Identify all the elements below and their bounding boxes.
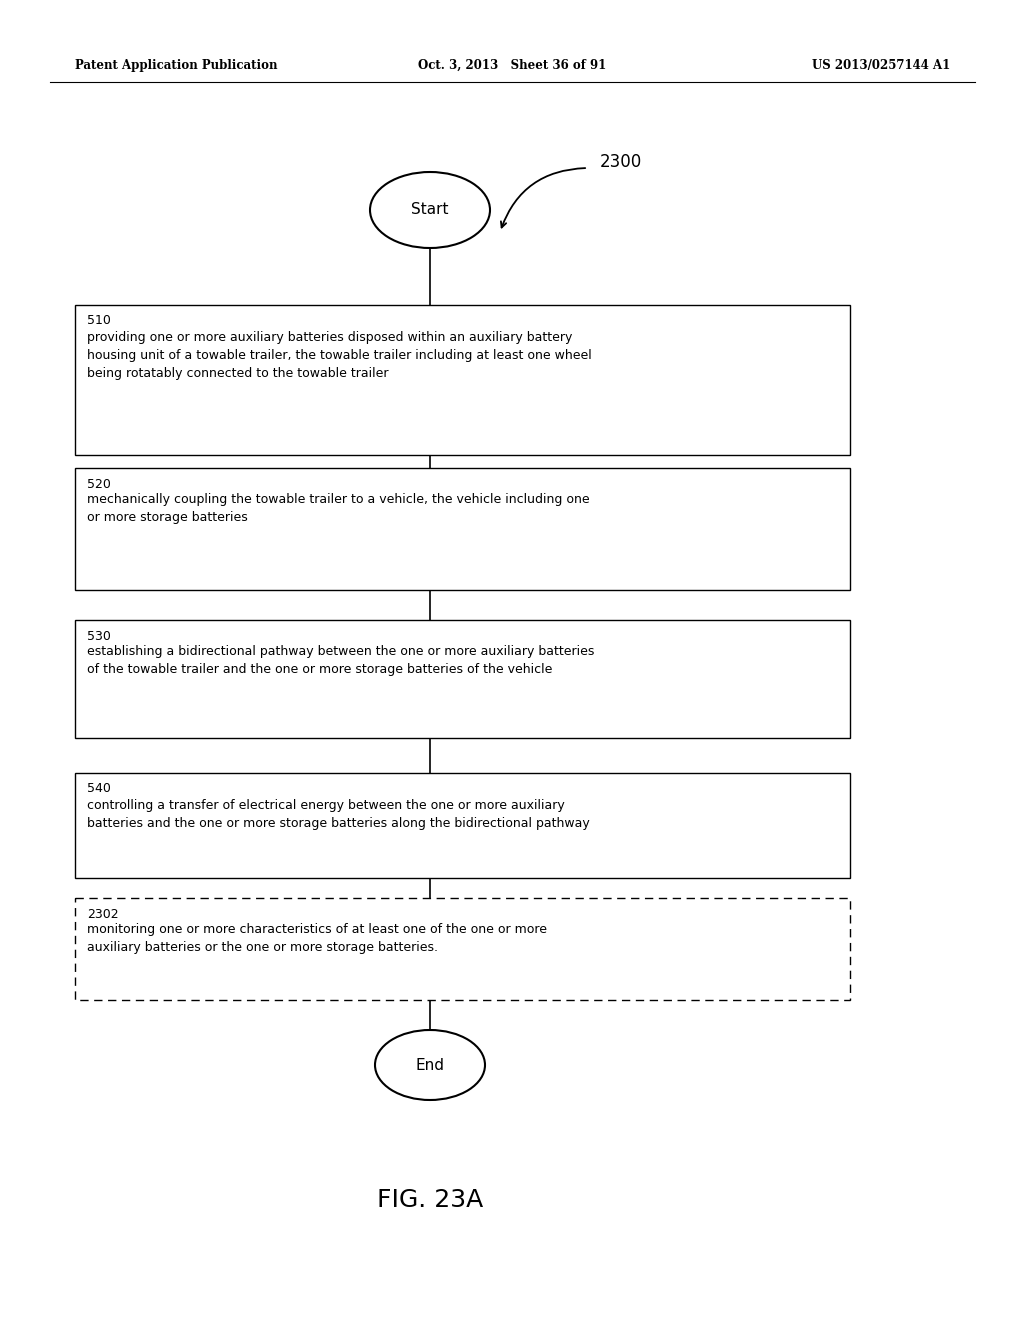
Text: 510: 510 [87,314,111,327]
Text: Oct. 3, 2013   Sheet 36 of 91: Oct. 3, 2013 Sheet 36 of 91 [418,58,606,71]
Ellipse shape [375,1030,485,1100]
Text: auxiliary batteries or the one or more storage batteries.: auxiliary batteries or the one or more s… [87,941,438,954]
Ellipse shape [370,172,490,248]
Text: 540: 540 [87,783,111,796]
Text: establishing a bidirectional pathway between the one or more auxiliary batteries: establishing a bidirectional pathway bet… [87,645,594,659]
Bar [75,469,850,590]
Text: 520: 520 [87,478,111,491]
Text: End: End [416,1057,444,1072]
Bar [75,898,850,1001]
Text: batteries and the one or more storage batteries along the bidirectional pathway: batteries and the one or more storage ba… [87,817,590,829]
Text: mechanically coupling the towable trailer to a vehicle, the vehicle including on: mechanically coupling the towable traile… [87,494,590,507]
Text: 2300: 2300 [600,153,642,172]
Text: or more storage batteries: or more storage batteries [87,511,248,524]
Text: Patent Application Publication: Patent Application Publication [75,58,278,71]
Text: being rotatably connected to the towable trailer: being rotatably connected to the towable… [87,367,388,380]
Text: FIG. 23A: FIG. 23A [377,1188,483,1212]
Text: providing one or more auxiliary batteries disposed within an auxiliary battery: providing one or more auxiliary batterie… [87,330,572,343]
Text: 530: 530 [87,630,111,643]
Bar [75,305,850,455]
Text: housing unit of a towable trailer, the towable trailer including at least one wh: housing unit of a towable trailer, the t… [87,348,592,362]
Text: US 2013/0257144 A1: US 2013/0257144 A1 [812,58,950,71]
Bar [75,774,850,878]
Text: monitoring one or more characteristics of at least one of the one or more: monitoring one or more characteristics o… [87,924,547,936]
Text: 2302: 2302 [87,908,119,920]
Text: of the towable trailer and the one or more storage batteries of the vehicle: of the towable trailer and the one or mo… [87,664,552,676]
Text: controlling a transfer of electrical energy between the one or more auxiliary: controlling a transfer of electrical ene… [87,799,565,812]
Bar [75,620,850,738]
Text: Start: Start [412,202,449,218]
